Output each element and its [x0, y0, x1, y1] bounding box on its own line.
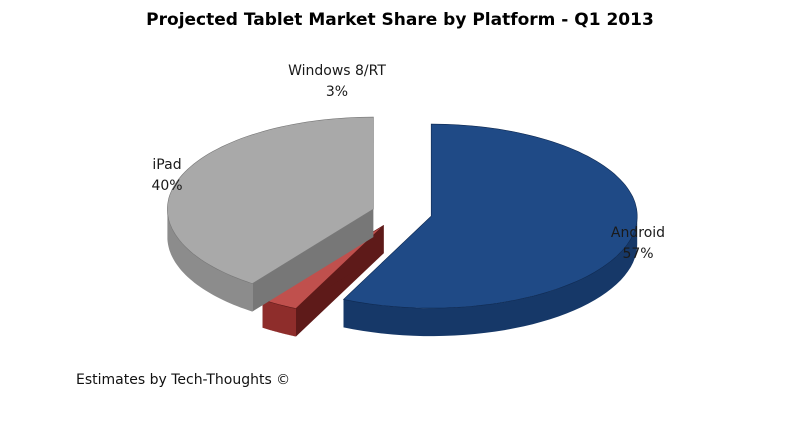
slice-ipad-side — [167, 209, 253, 312]
slice-label-windows: Windows 8/RT 3% — [282, 61, 392, 103]
slice-android-side — [343, 216, 638, 337]
chart-title: Projected Tablet Market Share by Platfor… — [146, 10, 654, 30]
pie-slices — [167, 116, 638, 337]
slice-windows-8-rt-side — [262, 299, 296, 337]
slice-label-ipad-name: iPad — [152, 157, 182, 173]
slice-android — [342, 123, 638, 337]
slice-android-top — [342, 123, 638, 309]
slice-label-windows-value: 3% — [325, 84, 349, 100]
slice-label-android-value: 57% — [622, 246, 654, 262]
slice-label-android-name: Android — [610, 225, 666, 241]
slice-ipad-top — [167, 116, 374, 284]
slice-ipad-edge-start — [252, 209, 374, 312]
slice-label-windows-name: Windows 8/RT — [288, 63, 386, 79]
slice-ipad — [167, 116, 374, 312]
slice-label-ipad-value: 40% — [151, 178, 183, 194]
slice-label-ipad: iPad 40% — [145, 155, 189, 197]
credit-text: Estimates by Tech-Thoughts © — [76, 372, 291, 388]
slice-label-android: Android 57% — [600, 223, 676, 265]
